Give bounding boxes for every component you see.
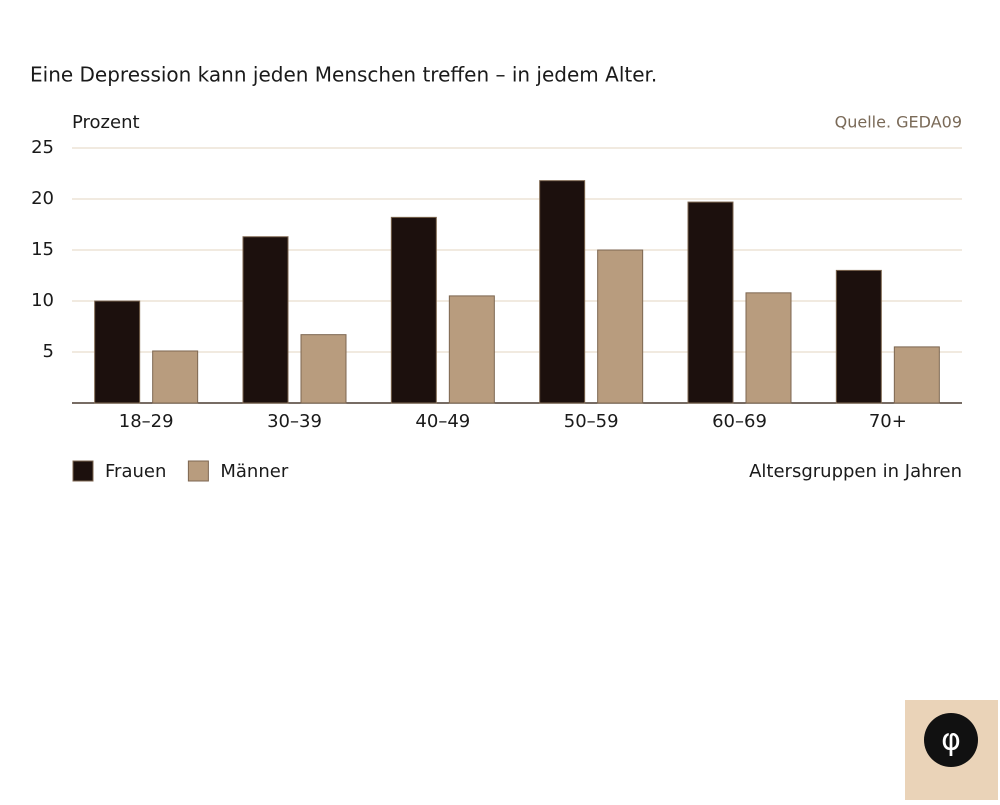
x-tick-label: 60–69 — [712, 411, 767, 432]
bar — [152, 350, 199, 404]
bar — [893, 346, 940, 404]
bar — [539, 180, 586, 404]
y-tick-label: 5 — [43, 341, 54, 362]
legend-label: Frauen — [105, 461, 166, 482]
legend-swatch — [72, 460, 94, 482]
bar — [448, 295, 495, 404]
bar — [687, 201, 734, 404]
x-tick-label: 18–29 — [119, 411, 174, 432]
bar — [242, 236, 289, 404]
bar — [390, 216, 437, 404]
bar — [745, 292, 792, 404]
y-axis-title: Prozent — [72, 112, 140, 133]
legend-swatch — [187, 460, 209, 482]
logo-circle — [924, 713, 978, 767]
y-tick-label: 10 — [31, 290, 54, 311]
x-tick-label: 50–59 — [564, 411, 619, 432]
chart-title: Eine Depression kann jeden Menschen tref… — [30, 63, 657, 87]
bar — [94, 300, 141, 404]
x-tick-label: 40–49 — [415, 411, 470, 432]
x-tick-label: 70+ — [869, 411, 907, 432]
bar — [597, 249, 644, 404]
bar — [835, 269, 882, 404]
y-tick-label: 15 — [31, 239, 54, 260]
logo-symbol: φ — [941, 723, 961, 758]
bar — [300, 334, 347, 404]
x-axis-title: Altersgruppen in Jahren — [749, 461, 962, 482]
x-tick-label: 30–39 — [267, 411, 322, 432]
legend-label: Männer — [220, 461, 288, 482]
y-tick-label: 20 — [31, 188, 54, 209]
y-tick-label: 25 — [31, 137, 54, 158]
source: Quelle. GEDA09 — [835, 113, 962, 132]
